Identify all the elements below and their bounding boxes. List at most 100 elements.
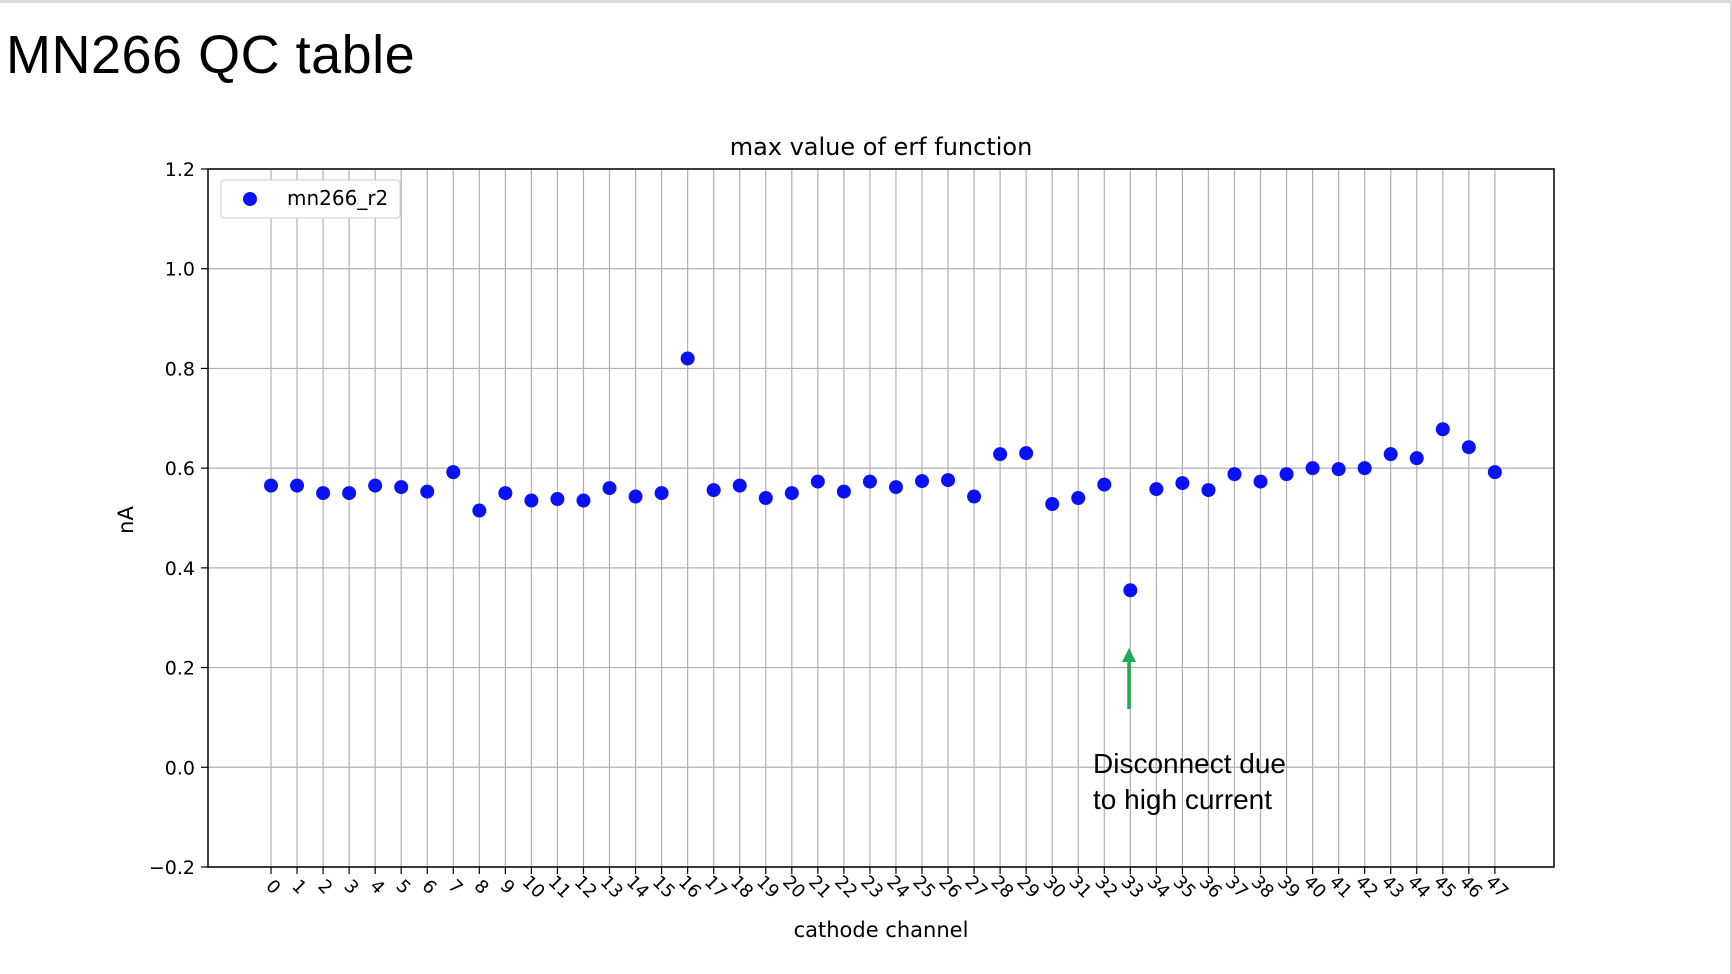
- legend-label: mn266_r2: [287, 186, 388, 210]
- data-point: [1019, 446, 1034, 461]
- x-tick-label: 25: [908, 872, 939, 903]
- x-tick-label: 27: [960, 872, 991, 903]
- y-axis-label: nA: [114, 506, 138, 534]
- x-tick-label: 15: [648, 872, 679, 903]
- x-tick-label: 35: [1169, 872, 1200, 903]
- x-tick-label: 31: [1065, 872, 1096, 903]
- x-tick-label: 3: [340, 876, 363, 899]
- legend-box: [220, 179, 401, 219]
- data-point: [1071, 491, 1086, 506]
- x-tick-label: 11: [544, 872, 575, 903]
- data-point: [628, 489, 643, 504]
- data-point: [1461, 440, 1476, 455]
- x-tick-label: 10: [518, 872, 549, 903]
- x-tick-label: 5: [392, 876, 415, 899]
- x-tick-label: 16: [674, 872, 705, 903]
- data-points: [264, 351, 1502, 598]
- x-tick-label: 45: [1429, 872, 1460, 903]
- x-tick-label: 40: [1299, 872, 1330, 903]
- data-point: [1253, 474, 1268, 489]
- x-tick-label: 37: [1221, 872, 1252, 903]
- y-tick-label: −0.2: [149, 857, 195, 879]
- data-point: [1123, 583, 1138, 598]
- data-point: [915, 474, 929, 489]
- data-point: [420, 484, 435, 499]
- data-point: [967, 489, 982, 504]
- arrow-head: [1122, 648, 1136, 662]
- x-tick-label: 41: [1325, 872, 1356, 903]
- data-point: [706, 483, 721, 498]
- data-point: [1357, 461, 1372, 476]
- annotation-line: to high current: [1093, 784, 1272, 815]
- data-point: [1279, 467, 1294, 482]
- x-tick-label: 8: [470, 876, 493, 899]
- x-tick-label: 17: [700, 872, 731, 903]
- data-point: [993, 447, 1008, 462]
- annotation-text: Disconnect due to high current: [1093, 746, 1286, 818]
- data-point: [602, 481, 617, 496]
- data-point: [498, 486, 513, 501]
- x-tick-label: 22: [830, 872, 861, 903]
- data-point: [1409, 451, 1424, 466]
- y-tick-label: 0.8: [165, 358, 195, 380]
- data-point: [732, 478, 747, 493]
- data-point: [1435, 422, 1450, 437]
- legend-marker: [243, 192, 257, 206]
- data-point: [1305, 461, 1320, 476]
- data-point: [1331, 462, 1346, 477]
- y-tick-label: 0.6: [165, 458, 195, 480]
- right-divider: [1730, 0, 1732, 974]
- annotation-arrow: [1122, 648, 1136, 709]
- x-tick-label: 39: [1273, 872, 1304, 903]
- x-tick-label: 33: [1117, 872, 1148, 903]
- plot-frame: [207, 168, 1555, 868]
- x-tick-label: 7: [444, 876, 467, 899]
- x-tick-label: 0: [261, 876, 284, 899]
- x-tick-label: 6: [418, 876, 441, 899]
- x-tick-label: 24: [882, 872, 913, 903]
- x-tick-label: 38: [1247, 872, 1278, 903]
- y-tick-label: 1.2: [165, 159, 195, 181]
- x-tick-label: 14: [622, 872, 653, 903]
- x-tick-label: 42: [1351, 872, 1382, 903]
- data-point: [264, 478, 278, 493]
- x-tick-label: 28: [986, 872, 1017, 903]
- data-point: [1383, 447, 1398, 462]
- x-tick-label: 9: [496, 876, 519, 899]
- x-axis-label: cathode channel: [794, 918, 969, 942]
- data-point: [1149, 482, 1164, 497]
- x-tick-label: 30: [1039, 872, 1070, 903]
- x-tick-label: 32: [1091, 872, 1122, 903]
- x-tick-label: 36: [1195, 872, 1226, 903]
- x-tick-label: 29: [1013, 872, 1044, 903]
- data-point: [576, 493, 591, 508]
- top-divider: [0, 0, 1732, 3]
- x-tick-label: 4: [366, 876, 389, 899]
- x-tick-label: 43: [1377, 872, 1408, 903]
- slide-title: MN266 QC table: [6, 25, 416, 85]
- data-point: [654, 486, 669, 501]
- chart-title: max value of erf function: [730, 133, 1033, 161]
- y-tick-label: 0.0: [165, 757, 195, 779]
- data-point: [888, 480, 903, 495]
- data-point: [941, 473, 956, 488]
- y-tick-label: 0.4: [165, 558, 195, 580]
- data-point: [342, 486, 357, 501]
- data-point: [1097, 477, 1112, 492]
- data-point: [550, 492, 565, 507]
- data-point: [1201, 483, 1216, 498]
- data-point: [524, 493, 539, 508]
- x-tick-label: 21: [804, 872, 835, 903]
- x-tick-label: 23: [856, 872, 887, 903]
- x-tick-label: 44: [1403, 872, 1434, 903]
- annotation-line: Disconnect due: [1093, 748, 1287, 779]
- y-tick-label: 1.0: [165, 259, 195, 281]
- data-point: [472, 503, 487, 518]
- data-point: [290, 478, 305, 493]
- x-tick-label: 47: [1481, 872, 1512, 903]
- x-tick-label: 13: [596, 872, 627, 903]
- data-point: [1227, 467, 1242, 482]
- y-axis-ticks: −0.2 0.0 0.2 0.4 0.6 0.8 1.0 1.2: [149, 159, 208, 879]
